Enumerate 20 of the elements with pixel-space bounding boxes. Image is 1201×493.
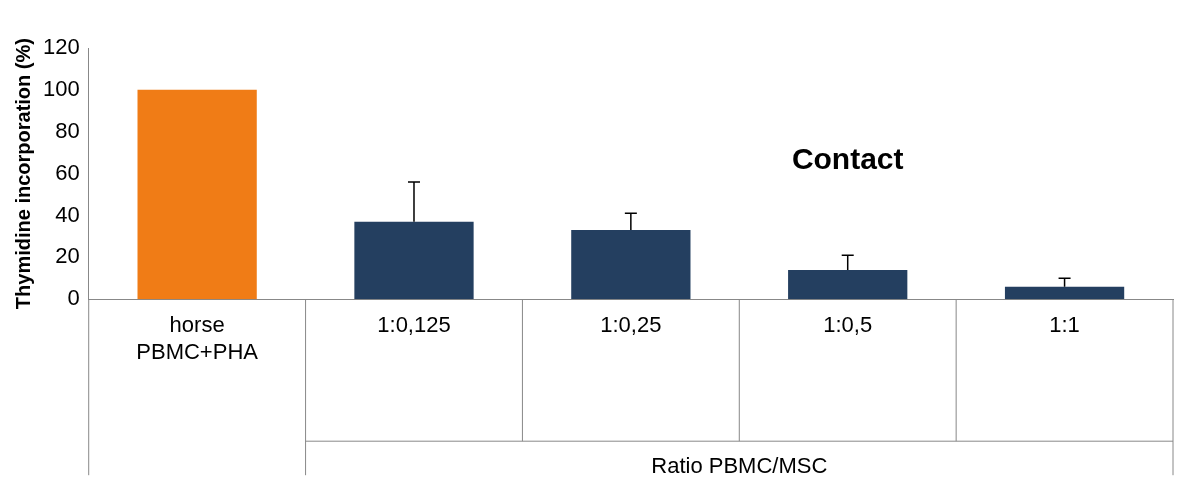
x-axis-title: Ratio PBMC/MSC: [651, 453, 828, 479]
y-tick-label: 100: [42, 75, 80, 101]
x-tick-label: 1:0,5: [823, 312, 873, 338]
y-tick-label: 120: [42, 34, 80, 60]
y-tick-label: 60: [55, 159, 80, 185]
bar: [571, 230, 691, 300]
y-tick-label: 40: [55, 201, 80, 227]
y-axis-title: Thymidine incorporation (%): [11, 38, 34, 310]
y-tick-label: 20: [55, 243, 80, 269]
bar: [1004, 286, 1125, 300]
bar: [354, 221, 474, 300]
y-tick-label: 0: [67, 285, 80, 311]
annotation: Contact: [791, 142, 904, 176]
bar: [788, 269, 908, 300]
x-tick-label: 1:0,25: [600, 312, 662, 338]
x-tick-label: 1:1: [1049, 312, 1080, 338]
x-tick-label: 1:0,125: [377, 312, 451, 338]
y-tick-label: 80: [55, 117, 80, 143]
bar: [137, 89, 257, 300]
x-tick-label: horse PBMC+PHA: [136, 312, 259, 364]
